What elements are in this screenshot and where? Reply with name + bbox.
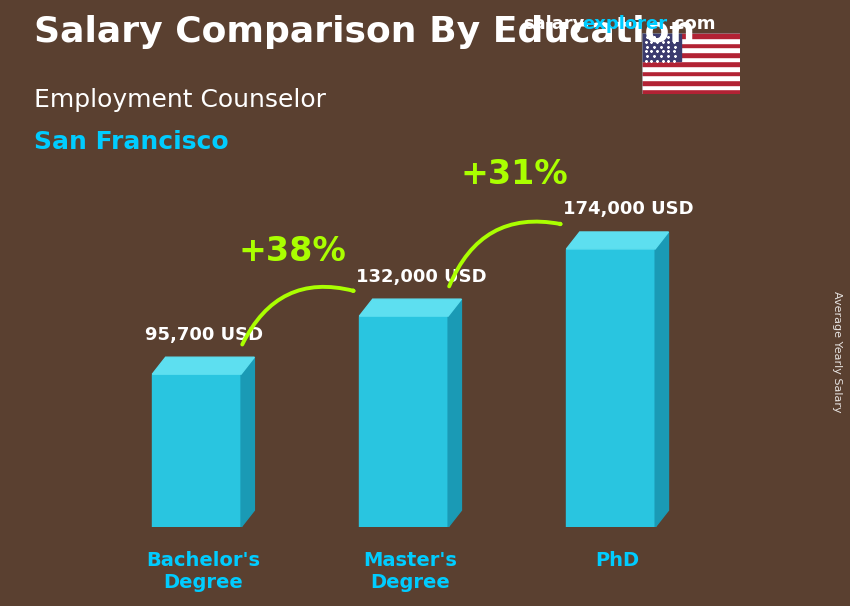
Bar <box>642 33 681 61</box>
Bar <box>566 249 655 527</box>
Text: Bachelor's
Degree: Bachelor's Degree <box>146 551 260 592</box>
Bar <box>642 61 740 66</box>
Polygon shape <box>448 299 462 527</box>
Text: explorer: explorer <box>582 15 667 33</box>
Text: Salary Comparison By Education: Salary Comparison By Education <box>34 15 695 49</box>
Polygon shape <box>566 232 668 249</box>
Polygon shape <box>360 299 462 316</box>
Text: Employment Counselor: Employment Counselor <box>34 88 326 112</box>
Bar <box>642 33 740 38</box>
Bar <box>152 374 241 527</box>
Bar <box>642 75 740 80</box>
Bar <box>360 316 448 527</box>
Text: Average Yearly Salary: Average Yearly Salary <box>832 291 842 412</box>
Text: +38%: +38% <box>239 235 347 268</box>
Text: Master's
Degree: Master's Degree <box>364 551 457 592</box>
Bar <box>642 38 740 42</box>
Polygon shape <box>241 357 254 527</box>
Bar <box>642 71 740 75</box>
Text: San Francisco: San Francisco <box>34 130 229 155</box>
Bar <box>642 85 740 89</box>
Polygon shape <box>152 357 254 374</box>
Text: 174,000 USD: 174,000 USD <box>563 201 694 218</box>
Bar <box>642 52 740 56</box>
Text: salary: salary <box>523 15 584 33</box>
Bar <box>642 56 740 61</box>
Bar <box>642 89 740 94</box>
Polygon shape <box>655 232 668 527</box>
Text: PhD: PhD <box>595 551 639 570</box>
FancyArrowPatch shape <box>242 287 354 345</box>
Bar <box>642 47 740 52</box>
Text: .com: .com <box>667 15 716 33</box>
Text: 132,000 USD: 132,000 USD <box>355 268 486 285</box>
Bar <box>642 66 740 71</box>
Bar <box>642 42 740 47</box>
Text: 95,700 USD: 95,700 USD <box>144 325 263 344</box>
Bar <box>642 80 740 85</box>
Text: +31%: +31% <box>461 158 569 191</box>
FancyArrowPatch shape <box>449 222 560 287</box>
